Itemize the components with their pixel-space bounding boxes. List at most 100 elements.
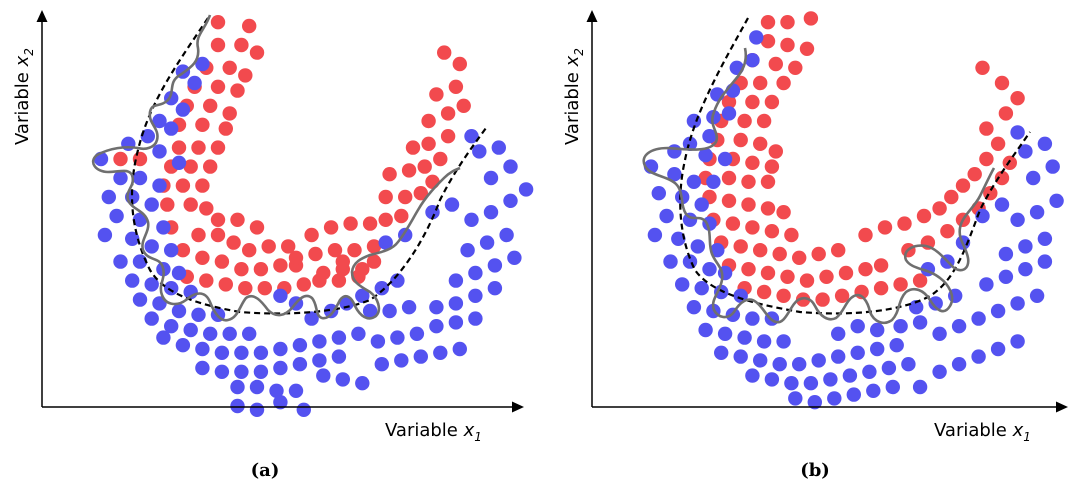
- point-a-s1-41: [203, 326, 218, 341]
- point-b-s0-84: [979, 121, 994, 136]
- point-b-s0-61: [834, 288, 850, 303]
- point-b-s1-8: [702, 129, 717, 144]
- point-a-s0-23: [183, 159, 198, 174]
- point-b-s0-14: [764, 94, 780, 110]
- point-b-s1-44: [776, 334, 791, 349]
- point-b-s0-42: [753, 243, 768, 258]
- point-a-s0-45: [253, 262, 269, 277]
- point-a-s1-58: [253, 364, 269, 379]
- point-b-s1-41: [717, 326, 733, 341]
- point-b-s0-87: [994, 75, 1010, 91]
- point-b-s1-46: [733, 349, 748, 364]
- point-a-s0-26: [175, 178, 191, 193]
- point-b-s1-26: [710, 243, 725, 258]
- point-b-s1-83: [998, 269, 1014, 284]
- point-a-s0-49: [199, 273, 214, 288]
- point-b-s0-7: [768, 56, 783, 72]
- point-a-s1-81: [409, 326, 425, 341]
- point-b-s1-63: [901, 357, 916, 372]
- point-b-s1-61: [862, 364, 877, 379]
- point-b-s1-10: [667, 144, 682, 159]
- x-axis-label-b: Variable x1: [934, 420, 1031, 444]
- point-b-s1-69: [885, 379, 900, 395]
- point-b-s0-29: [760, 174, 776, 189]
- point-b-s1-90: [1010, 212, 1025, 227]
- point-b-s1-85: [1037, 254, 1053, 269]
- point-a-s1-21: [97, 227, 113, 243]
- point-a-s0-1: [242, 18, 257, 34]
- point-a-s0-83: [421, 113, 436, 129]
- point-b-s1-9: [682, 136, 698, 151]
- point-b-s0-1: [780, 15, 795, 30]
- point-a-s0-46: [273, 258, 288, 273]
- point-a-s1-113: [374, 281, 389, 296]
- point-a-s1-83: [448, 315, 464, 330]
- point-a-s1-25: [113, 254, 128, 269]
- point-b-s0-17: [756, 113, 772, 129]
- point-b-s0-59: [795, 292, 811, 307]
- point-a-s1-30: [144, 277, 159, 292]
- point-a-s1-39: [164, 319, 179, 334]
- point-b-s1-15: [686, 174, 702, 189]
- point-a-s0-13: [222, 106, 237, 121]
- point-a-s1-95: [499, 227, 514, 243]
- point-b-s0-73: [967, 167, 982, 182]
- point-a-s0-67: [347, 243, 362, 258]
- point-a-s1-84: [468, 311, 483, 326]
- point-a-s0-19: [210, 140, 226, 155]
- point-a-s1-8: [121, 136, 136, 151]
- point-b-s1-73: [971, 349, 986, 364]
- point-a-s0-42: [195, 250, 210, 265]
- point-b-s1-17: [651, 186, 666, 201]
- point-a-s1-119: [273, 288, 288, 303]
- point-a-s1-92: [507, 250, 522, 265]
- point-a-s1-64: [249, 379, 265, 395]
- point-b-s0-50: [780, 269, 795, 284]
- point-a-s1-7: [140, 129, 155, 144]
- point-a-s0-40: [281, 239, 296, 254]
- point-b-s1-40: [698, 322, 713, 338]
- point-a-s1-54: [351, 326, 366, 341]
- point-b-s1-19: [694, 197, 709, 212]
- point-a-s0-54: [296, 277, 311, 292]
- point-a-s1-102: [472, 144, 487, 159]
- point-b-s1-52: [850, 345, 865, 360]
- point-b-s0-78: [940, 224, 955, 239]
- point-a-s1-18: [109, 208, 124, 224]
- point-b-s1-92: [1049, 193, 1064, 208]
- point-b-s1-35: [686, 300, 702, 315]
- point-a-s0-79: [433, 151, 448, 167]
- point-a-s0-71: [355, 262, 370, 277]
- point-a-s1-22: [125, 231, 140, 246]
- point-b-s1-54: [889, 338, 904, 353]
- point-b-s1-111: [831, 326, 846, 341]
- point-b-s0-11: [776, 75, 791, 91]
- point-a-s0-75: [425, 174, 440, 189]
- point-b-s1-110: [850, 319, 865, 334]
- point-b-s1-76: [932, 326, 947, 341]
- point-b-s1-43: [756, 334, 772, 349]
- point-b-s0-10: [753, 75, 768, 91]
- point-b-s1-27: [663, 254, 678, 269]
- point-a-s1-75: [394, 353, 409, 368]
- point-a-s0-37: [226, 235, 241, 250]
- point-b-s0-8: [788, 60, 803, 75]
- caption-b: (b): [800, 460, 830, 481]
- point-a-s0-12: [203, 98, 218, 114]
- point-a-s1-35: [171, 303, 187, 319]
- point-a-s1-40: [183, 322, 198, 338]
- point-b-s0-19: [733, 132, 748, 148]
- point-a-s1-14: [152, 178, 167, 193]
- point-b-s1-87: [1018, 239, 1033, 254]
- point-b-s1-64: [788, 391, 803, 406]
- point-a-s1-93: [460, 243, 475, 258]
- smooth-decision-boundary-a: [130, 17, 487, 315]
- point-b-s1-11: [698, 148, 713, 163]
- point-b-s1-65: [807, 395, 822, 410]
- point-a-s0-2: [210, 37, 226, 53]
- point-a-s1-78: [452, 341, 467, 357]
- point-a-s1-65: [269, 383, 284, 398]
- point-b-s1-94: [1026, 170, 1041, 186]
- point-a-s0-39: [261, 239, 276, 254]
- point-b-s0-60: [815, 292, 830, 307]
